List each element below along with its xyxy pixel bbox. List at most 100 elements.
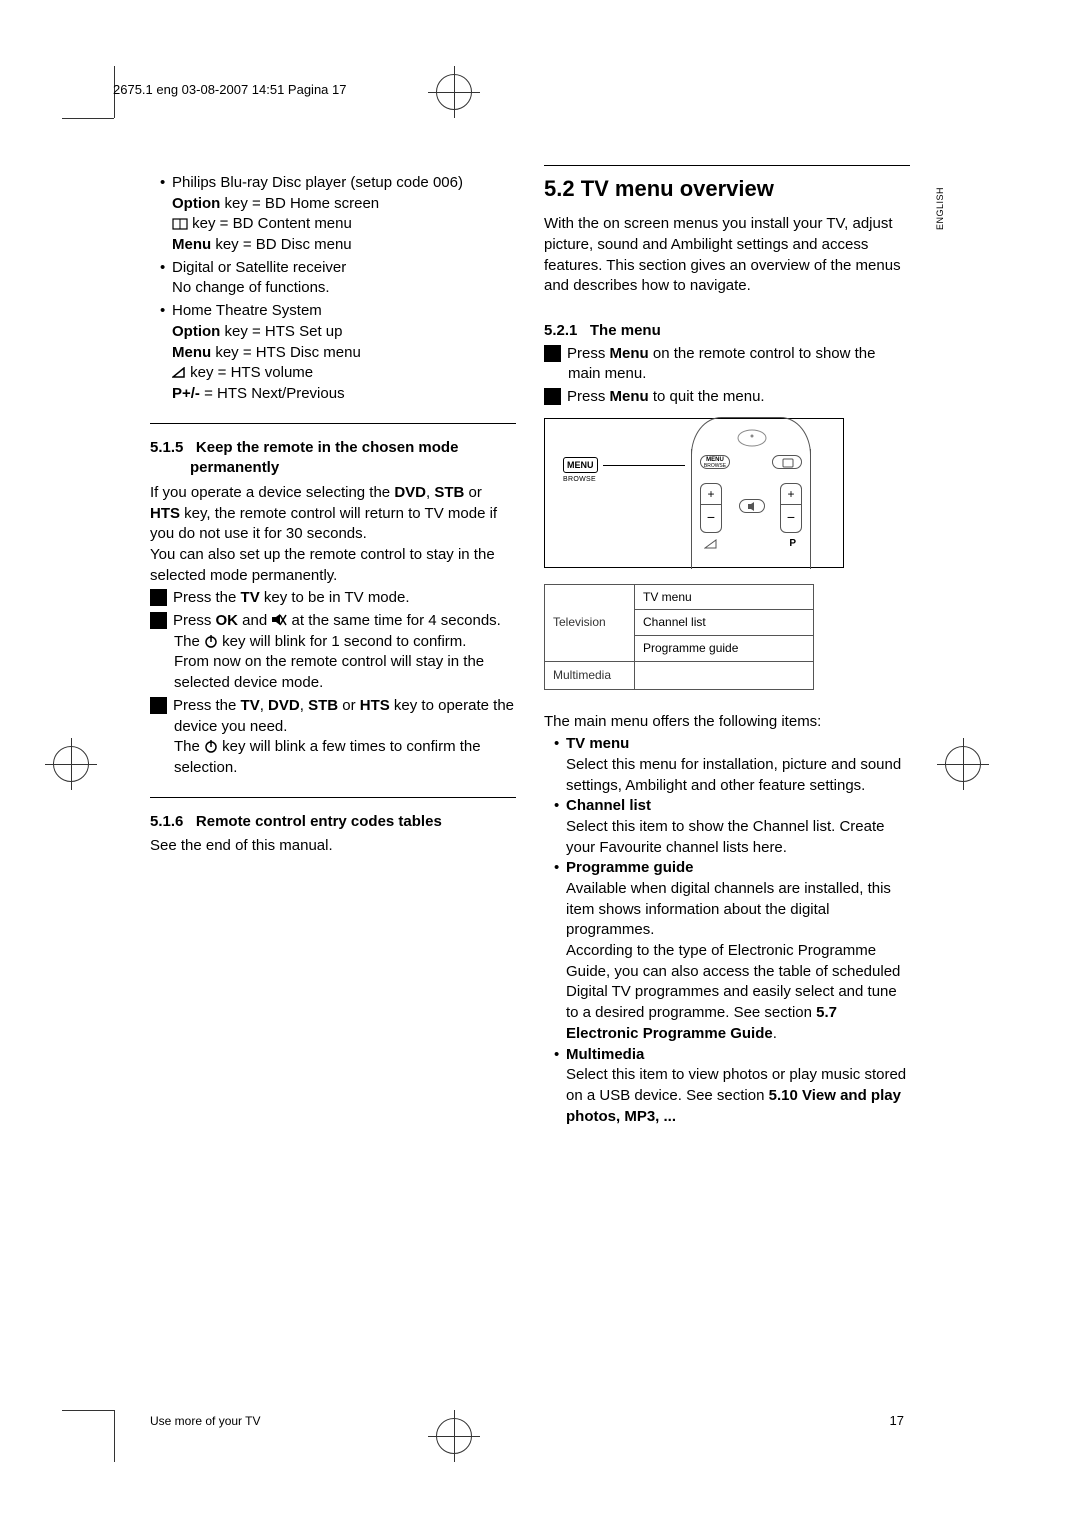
text: Press the <box>173 589 241 606</box>
text: Select this item to show the Channel lis… <box>544 817 910 858</box>
text: key will blink for 1 second to confirm. <box>218 633 466 650</box>
page-header: 2675.1 eng 03-08-2007 14:51 Pagina 17 <box>113 82 346 97</box>
text: OK <box>216 612 239 629</box>
text: Option <box>172 323 220 340</box>
section-number: 5.1.5 <box>150 439 183 456</box>
text: STB <box>434 484 464 501</box>
text: or <box>338 697 360 714</box>
text: HTS <box>150 505 180 522</box>
menu-table: Television TV menu Channel list Programm… <box>544 584 814 690</box>
footer-left: Use more of your TV <box>150 1414 260 1428</box>
text: key = BD Home screen <box>220 195 379 212</box>
text: to quit the menu. <box>649 388 765 405</box>
text: Select this menu for installation, pictu… <box>544 755 910 796</box>
table-cell: Channel list <box>635 610 814 636</box>
step-number: 3 <box>150 697 167 714</box>
footer-right: 17 <box>890 1413 904 1428</box>
text: Multimedia <box>566 1046 644 1063</box>
text: at the same time for 4 seconds. <box>287 612 500 629</box>
text: Menu <box>610 345 649 362</box>
right-column: ENGLISH 5.2 TV menu overview With the on… <box>544 173 910 1127</box>
power-icon <box>204 634 218 648</box>
section-number: 5.1.6 <box>150 813 183 830</box>
text: TV <box>241 697 260 714</box>
text: = HTS Next/Previous <box>200 385 345 402</box>
text: , <box>260 697 268 714</box>
text: key, the remote control will return to T… <box>150 505 497 543</box>
text: HTS <box>360 697 390 714</box>
crop-mark <box>114 1410 115 1462</box>
text: and <box>238 612 271 629</box>
text: key = HTS Set up <box>220 323 342 340</box>
text: Press the <box>173 697 241 714</box>
guide-button <box>772 455 802 469</box>
text: key = BD Disc menu <box>211 236 351 253</box>
text: Channel list <box>566 797 651 814</box>
remote-diagram: MENU BROWSE MENUBROWSE + − <box>544 418 844 568</box>
text: key = BD Content menu <box>188 215 352 232</box>
text: From now on the remote control will stay… <box>150 652 516 693</box>
table-cell: Television <box>545 584 635 661</box>
menu-button-label: MENU <box>563 457 598 473</box>
text: DVD <box>394 484 426 501</box>
reg-mark <box>454 1410 455 1462</box>
power-icon <box>692 422 812 452</box>
divider <box>150 423 516 424</box>
text: key = HTS volume <box>186 364 313 381</box>
text: Press <box>173 612 216 629</box>
left-column: Philips Blu-ray Disc player (setup code … <box>150 173 516 1127</box>
crop-mark <box>62 1410 114 1411</box>
section-title: Keep the remote in the chosen mode perma… <box>190 439 458 477</box>
text: You can also set up the remote control t… <box>150 545 516 586</box>
section-number: 5.2.1 <box>544 322 577 339</box>
text: Digital or Satellite receiver <box>172 259 346 276</box>
section-heading: 5.2 TV menu overview <box>544 165 910 204</box>
reg-mark <box>71 738 72 790</box>
volume-icon <box>172 367 186 379</box>
text: , <box>300 697 308 714</box>
text: key to be in TV mode. <box>260 589 410 606</box>
divider <box>150 797 516 798</box>
text: or <box>464 484 482 501</box>
text: With the on screen menus you install you… <box>544 214 910 297</box>
table-cell: TV menu <box>635 584 814 610</box>
text: STB <box>308 697 338 714</box>
book-icon <box>172 218 188 230</box>
text: No change of functions. <box>150 278 516 299</box>
program-rocker: + − <box>780 483 802 533</box>
text: TV <box>241 589 260 606</box>
section-title: The menu <box>590 322 661 339</box>
language-tab: ENGLISH <box>934 187 946 230</box>
page: 2675.1 eng 03-08-2007 14:51 Pagina 17 Ph… <box>0 0 1080 1528</box>
text: Menu <box>172 236 211 253</box>
text: DVD <box>268 697 300 714</box>
text: Press <box>567 388 610 405</box>
remote-outline: MENUBROWSE + − + − P <box>691 449 811 569</box>
text: Press <box>567 345 610 362</box>
text: The main menu offers the following items… <box>544 712 910 733</box>
step-number: 1 <box>150 589 167 606</box>
table-cell: Programme guide <box>635 635 814 661</box>
text: key = HTS Disc menu <box>211 344 361 361</box>
text: Home Theatre System <box>172 302 322 319</box>
text: See the end of this manual. <box>150 836 516 857</box>
text: Programme guide <box>566 859 694 876</box>
text: TV menu <box>566 735 629 752</box>
section-title: Remote control entry codes tables <box>196 813 442 830</box>
menu-button: MENUBROWSE <box>700 455 730 469</box>
p-label: P <box>789 537 796 551</box>
text: Available when digital channels are inst… <box>544 879 910 941</box>
text: P+/- <box>172 385 200 402</box>
table-cell: Multimedia <box>545 661 635 689</box>
volume-rocker: + − <box>700 483 722 533</box>
step-number: 1 <box>544 345 561 362</box>
mute-button <box>739 499 765 513</box>
table-cell <box>635 661 814 689</box>
text: Philips Blu-ray Disc player (setup code … <box>172 174 463 191</box>
text: Menu <box>172 344 211 361</box>
text: According to the type of Electronic Prog… <box>566 942 900 1021</box>
text: The <box>174 738 204 755</box>
text: If you operate a device selecting the <box>150 484 394 501</box>
reg-mark <box>454 66 455 118</box>
step-number: 2 <box>544 388 561 405</box>
